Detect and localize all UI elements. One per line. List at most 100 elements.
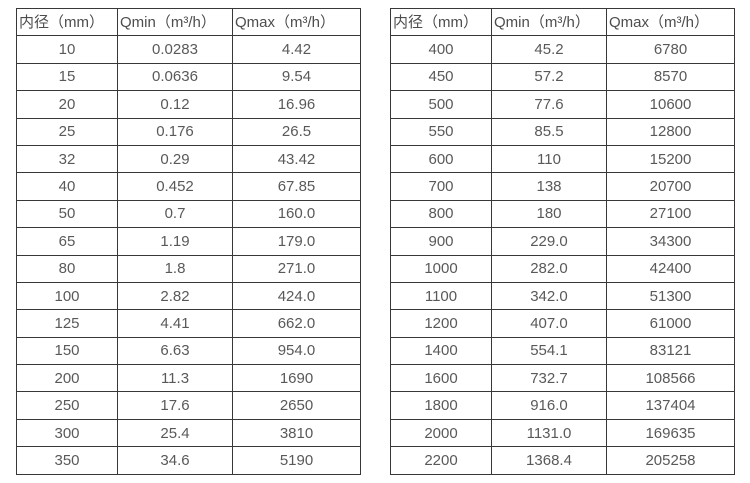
table-cell: 34300: [606, 227, 735, 256]
table-row: 500 77.6 10600: [390, 90, 735, 119]
table-cell: 954.0: [232, 336, 361, 366]
table-row: 80 1.8 271.0: [16, 254, 361, 283]
table-row: 400 45.2 6780: [390, 35, 735, 64]
table-cell: 554.1: [491, 336, 607, 366]
table-cell: 732.7: [491, 364, 607, 393]
table-cell: 200: [16, 364, 118, 393]
table-row: 40 0.452 67.85: [16, 172, 361, 201]
table-row: 125 4.41 662.0: [16, 309, 361, 338]
table-row: 450 57.2 8570: [390, 62, 735, 92]
table-cell: 45.2: [491, 35, 607, 64]
table-cell: 700: [390, 172, 492, 201]
table-cell: 108566: [606, 364, 735, 393]
table-cell: 51300: [606, 281, 735, 311]
table-cell: 43.42: [232, 144, 361, 174]
table-cell: 25.4: [117, 418, 233, 448]
table-row: 200 11.3 1690: [16, 364, 361, 393]
table-row: 350 34.6 5190: [16, 446, 361, 475]
table-row: 550 85.5 12800: [390, 117, 735, 146]
table-cell: 15: [16, 62, 118, 92]
table-cell: 900: [390, 227, 492, 256]
table-cell: 0.452: [117, 172, 233, 201]
table-cell: 85.5: [491, 117, 607, 146]
column-header-inner-diameter: 内径（mm）: [390, 7, 492, 37]
table-cell: 2.82: [117, 281, 233, 311]
table-cell: 6780: [606, 35, 735, 64]
table-row: 700 138 20700: [390, 172, 735, 201]
table-cell: 67.85: [232, 172, 361, 201]
column-header-qmax: Qmax（m³/h）: [232, 7, 361, 37]
table-cell: 1368.4: [491, 446, 607, 475]
table-row: 50 0.7 160.0: [16, 199, 361, 229]
table-cell: 450: [390, 62, 492, 92]
table-cell: 205258: [606, 446, 735, 475]
table-cell: 600: [390, 144, 492, 174]
table-row: 15 0.0636 9.54: [16, 62, 361, 92]
table-cell: 0.29: [117, 144, 233, 174]
table-cell: 110: [491, 144, 607, 174]
table-cell: 400: [390, 35, 492, 64]
table-cell: 5190: [232, 446, 361, 475]
table-cell: 137404: [606, 391, 735, 420]
table-cell: 2650: [232, 391, 361, 420]
table-cell: 26.5: [232, 117, 361, 146]
table-row: 65 1.19 179.0: [16, 227, 361, 256]
table-cell: 3810: [232, 418, 361, 448]
table-cell: 0.12: [117, 90, 233, 119]
table-row: 2200 1368.4 205258: [390, 446, 735, 475]
table-cell: 25: [16, 117, 118, 146]
table-row: 1200 407.0 61000: [390, 309, 735, 338]
table-cell: 424.0: [232, 281, 361, 311]
table-cell: 1400: [390, 336, 492, 366]
table-cell: 250: [16, 391, 118, 420]
table-cell: 350: [16, 446, 118, 475]
table-cell: 11.3: [117, 364, 233, 393]
table-row: 1100 342.0 51300: [390, 281, 735, 311]
table-cell: 100: [16, 281, 118, 311]
table-row: 150 6.63 954.0: [16, 336, 361, 366]
table-cell: 32: [16, 144, 118, 174]
table-cell: 8570: [606, 62, 735, 92]
flow-range-table-left: 内径（mm） Qmin（m³/h） Qmax（m³/h） 10 0.0283 4.4…: [16, 7, 361, 475]
table-cell: 12800: [606, 117, 735, 146]
table-row: 800 180 27100: [390, 199, 735, 229]
table-row: 1400 554.1 83121: [390, 336, 735, 366]
table-cell: 500: [390, 90, 492, 119]
table-cell: 1200: [390, 309, 492, 338]
table-row: 1800 916.0 137404: [390, 391, 735, 420]
table-row: 2000 1131.0 169635: [390, 418, 735, 448]
table-cell: 342.0: [491, 281, 607, 311]
table-cell: 1690: [232, 364, 361, 393]
table-cell: 83121: [606, 336, 735, 366]
table-cell: 916.0: [491, 391, 607, 420]
table-cell: 10: [16, 35, 118, 64]
table-cell: 180: [491, 199, 607, 229]
table-cell: 9.54: [232, 62, 361, 92]
table-cell: 10600: [606, 90, 735, 119]
table-cell: 4.42: [232, 35, 361, 64]
table-row: 25 0.176 26.5: [16, 117, 361, 146]
table-cell: 1.19: [117, 227, 233, 256]
table-cell: 2200: [390, 446, 492, 475]
table-cell: 77.6: [491, 90, 607, 119]
flow-range-table-right: 内径（mm） Qmin（m³/h） Qmax（m³/h） 400 45.2 6780…: [390, 7, 735, 475]
table-cell: 407.0: [491, 309, 607, 338]
table-cell: 20: [16, 90, 118, 119]
table-cell: 150: [16, 336, 118, 366]
table-cell: 40: [16, 172, 118, 201]
table-cell: 20700: [606, 172, 735, 201]
table-cell: 800: [390, 199, 492, 229]
table-cell: 160.0: [232, 199, 361, 229]
table-cell: 0.176: [117, 117, 233, 146]
table-cell: 27100: [606, 199, 735, 229]
table-cell: 0.0283: [117, 35, 233, 64]
table-cell: 2000: [390, 418, 492, 448]
table-cell: 34.6: [117, 446, 233, 475]
table-cell: 6.63: [117, 336, 233, 366]
table-cell: 300: [16, 418, 118, 448]
table-cell: 550: [390, 117, 492, 146]
table-cell: 61000: [606, 309, 735, 338]
table-cell: 169635: [606, 418, 735, 448]
table-cell: 1.8: [117, 254, 233, 283]
